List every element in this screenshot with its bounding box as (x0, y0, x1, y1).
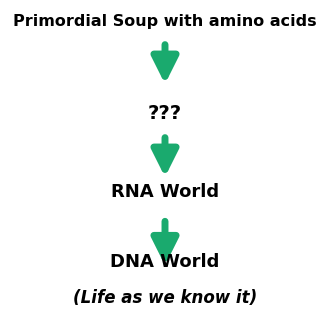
Text: ???: ??? (148, 104, 182, 123)
Text: RNA World: RNA World (111, 183, 219, 201)
Text: DNA World: DNA World (110, 253, 220, 271)
Text: Primordial Soup with amino acids: Primordial Soup with amino acids (13, 14, 317, 29)
Text: (Life as we know it): (Life as we know it) (73, 289, 257, 307)
